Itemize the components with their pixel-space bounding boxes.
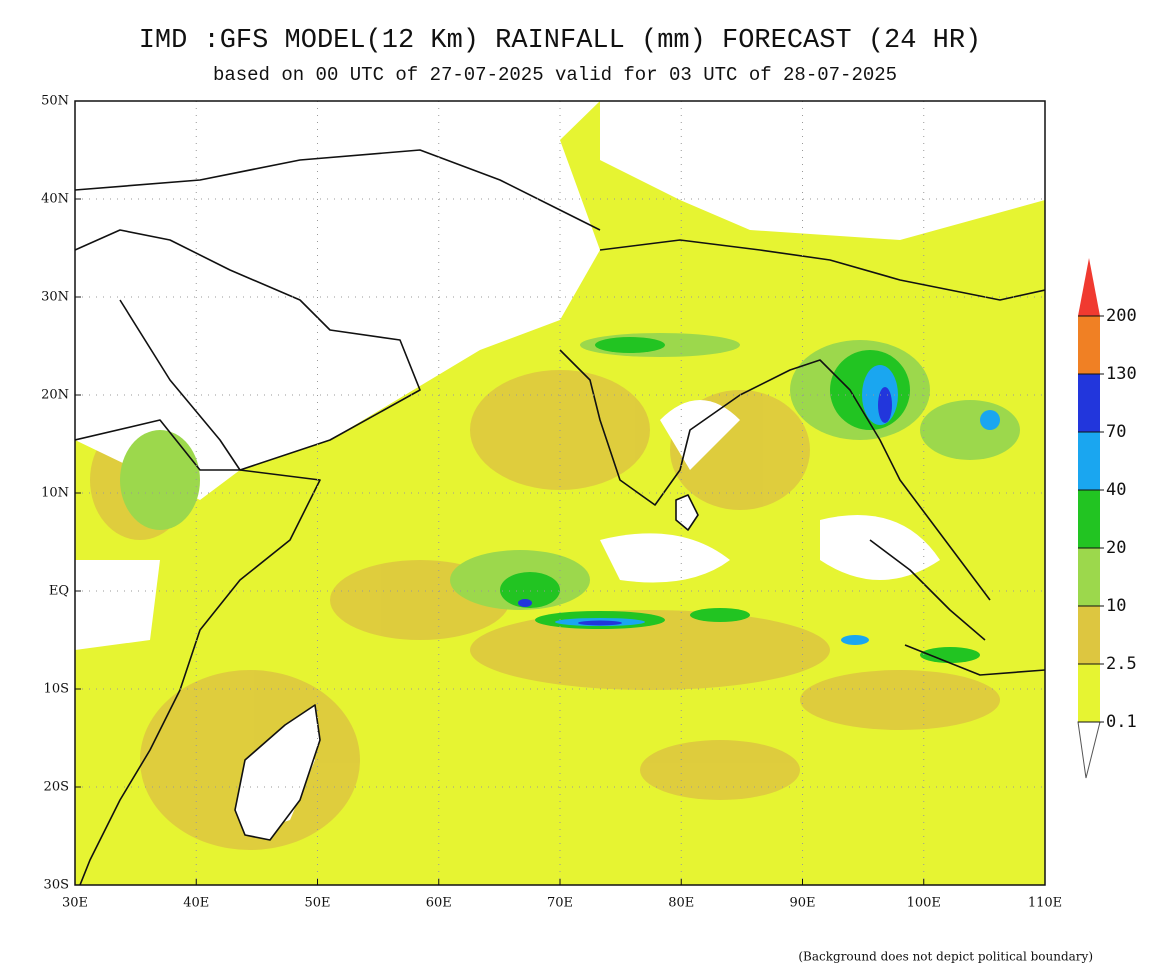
lon-tick-label: 60E (426, 896, 452, 911)
legend-swatch (1078, 548, 1100, 606)
map-field (75, 101, 1045, 885)
lat-tick-label: 30S (44, 878, 69, 893)
legend: 0.1 2.5 10 20 40 70 130 200 (1077, 258, 1137, 779)
legend-below (1077, 721, 1101, 779)
legend-swatch (1078, 374, 1100, 432)
lat-tick-label: EQ (49, 584, 69, 599)
lat-tick-label: 40N (41, 192, 69, 207)
legend-label: 20 (1106, 538, 1126, 558)
legend-swatch (1078, 664, 1100, 722)
lat-tick-label: 10N (41, 486, 69, 501)
lon-tick-label: 50E (304, 896, 330, 911)
lat-tick-label: 20N (41, 388, 69, 403)
lat-tick-label: 10S (44, 682, 69, 697)
legend-swatch (1078, 316, 1100, 374)
lon-tick-label: 70E (547, 896, 573, 911)
legend-label: 40 (1106, 480, 1126, 500)
subtitle: based on 00 UTC of 27-07-2025 valid for … (213, 64, 897, 86)
lon-tick-label: 40E (183, 896, 209, 911)
legend-label: 0.1 (1106, 712, 1137, 732)
legend-label: 200 (1106, 306, 1137, 326)
legend-swatch (1078, 490, 1100, 548)
lon-tick-label: 100E (907, 896, 941, 911)
legend-label: 10 (1106, 596, 1126, 616)
lon-tick-label: 110E (1028, 896, 1062, 911)
lon-tick-label: 30E (62, 896, 88, 911)
lon-tick-label: 90E (789, 896, 815, 911)
lat-tick-label: 30N (41, 290, 69, 305)
map-frame (74, 100, 1046, 886)
legend-label: 2.5 (1106, 654, 1137, 674)
lat-tick-label: 50N (41, 94, 69, 109)
lat-tick-label: 20S (44, 780, 69, 795)
lon-tick-label: 80E (668, 896, 694, 911)
legend-label: 70 (1106, 422, 1126, 442)
legend-label: 130 (1106, 364, 1137, 384)
legend-swatch (1078, 606, 1100, 664)
footnote: (Background does not depict political bo… (798, 950, 1093, 964)
title: IMD :GFS MODEL(12 Km) RAINFALL (mm) FORE… (139, 26, 982, 56)
legend-swatch (1078, 432, 1100, 490)
legend-above (1078, 258, 1100, 316)
